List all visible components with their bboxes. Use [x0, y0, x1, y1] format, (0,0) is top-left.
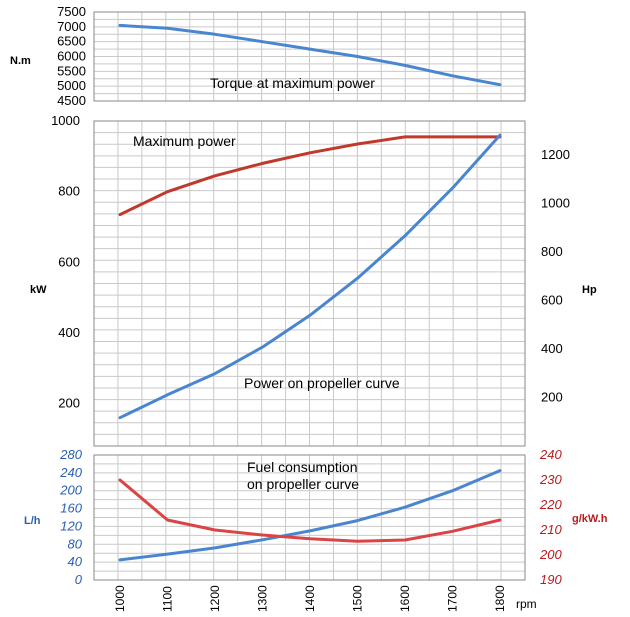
specific-consumption-series-line: [118, 478, 502, 543]
x-tick-label: 1100: [161, 586, 175, 612]
y-tick-label: 800: [58, 184, 80, 199]
y-tick-label: 400: [58, 325, 80, 340]
y-tick-label: 240: [59, 465, 82, 480]
x-tick-label: 1600: [398, 585, 412, 612]
grid-layer: [93, 11, 526, 581]
x-tick-label: 1300: [256, 585, 270, 612]
frame-layer: [93, 11, 526, 581]
y-tick-label: 4500: [57, 93, 86, 108]
x-tick-label: 1000: [113, 585, 127, 612]
y-right-tick-label: 1200: [541, 147, 570, 162]
x-tick-label: 1500: [351, 585, 365, 612]
annotation-label: Maximum power: [133, 133, 236, 149]
y-tick-label: 80: [68, 536, 83, 551]
panel-frame: [93, 120, 526, 447]
y-tick-label: 7000: [57, 19, 86, 34]
annotation-label: Power on propeller curve: [244, 375, 400, 391]
propeller-power-series-line: [118, 133, 502, 420]
y-right-tick-label: 1000: [541, 195, 570, 210]
y-right-tick-label: 400: [541, 341, 563, 356]
panel-frame: [93, 454, 526, 581]
y-tick-label: 280: [59, 447, 82, 462]
x-axis-label: rpm: [516, 597, 537, 611]
maximum-power-series-line: [118, 135, 502, 217]
y-right-axis-label: g/kW.h: [572, 513, 608, 525]
y-tick-label: 5500: [57, 63, 86, 78]
y-tick-label: 6500: [57, 34, 86, 49]
x-tick-label: 1200: [208, 585, 222, 612]
y-tick-label: 160: [60, 501, 82, 516]
y-right-tick-label: 230: [539, 472, 562, 487]
y-tick-label: 1000: [51, 113, 80, 128]
annotation-label: on propeller curve: [247, 476, 359, 492]
y-right-tick-label: 220: [539, 497, 562, 512]
annotation-label: Torque at maximum power: [210, 75, 375, 91]
y-tick-label: 40: [68, 554, 83, 569]
y-right-tick-label: 800: [541, 244, 563, 259]
panel-frame: [93, 11, 526, 102]
x-tick-label: 1700: [446, 585, 460, 612]
y-axis-label: L/h: [24, 515, 41, 527]
y-right-tick-label: 200: [541, 389, 563, 404]
y-right-axis-label: Hp: [582, 284, 597, 296]
x-tick-label: 1400: [303, 585, 317, 612]
y-tick-label: 0: [75, 572, 83, 587]
y-tick-label: 6000: [57, 49, 86, 64]
y-right-tick-label: 600: [541, 292, 563, 307]
y-right-tick-label: 240: [539, 447, 562, 462]
y-tick-label: 600: [58, 254, 80, 269]
y-tick-label: 200: [58, 396, 80, 411]
y-tick-label: 5000: [57, 78, 86, 93]
y-axis-label: kW: [30, 284, 47, 296]
y-tick-label: 120: [60, 518, 82, 533]
y-axis-label: N.m: [10, 55, 31, 67]
annotation-label: Fuel consumption: [247, 459, 358, 475]
y-tick-label: 200: [59, 483, 82, 498]
fuel-consumption-series-line: [118, 469, 502, 562]
torque-series-line: [118, 23, 502, 87]
x-tick-label: 1800: [493, 585, 507, 612]
series-layer: [118, 23, 502, 562]
y-right-tick-label: 200: [539, 547, 562, 562]
y-tick-label: 7500: [57, 4, 86, 19]
y-right-tick-label: 190: [540, 572, 562, 587]
y-right-tick-label: 210: [539, 522, 562, 537]
